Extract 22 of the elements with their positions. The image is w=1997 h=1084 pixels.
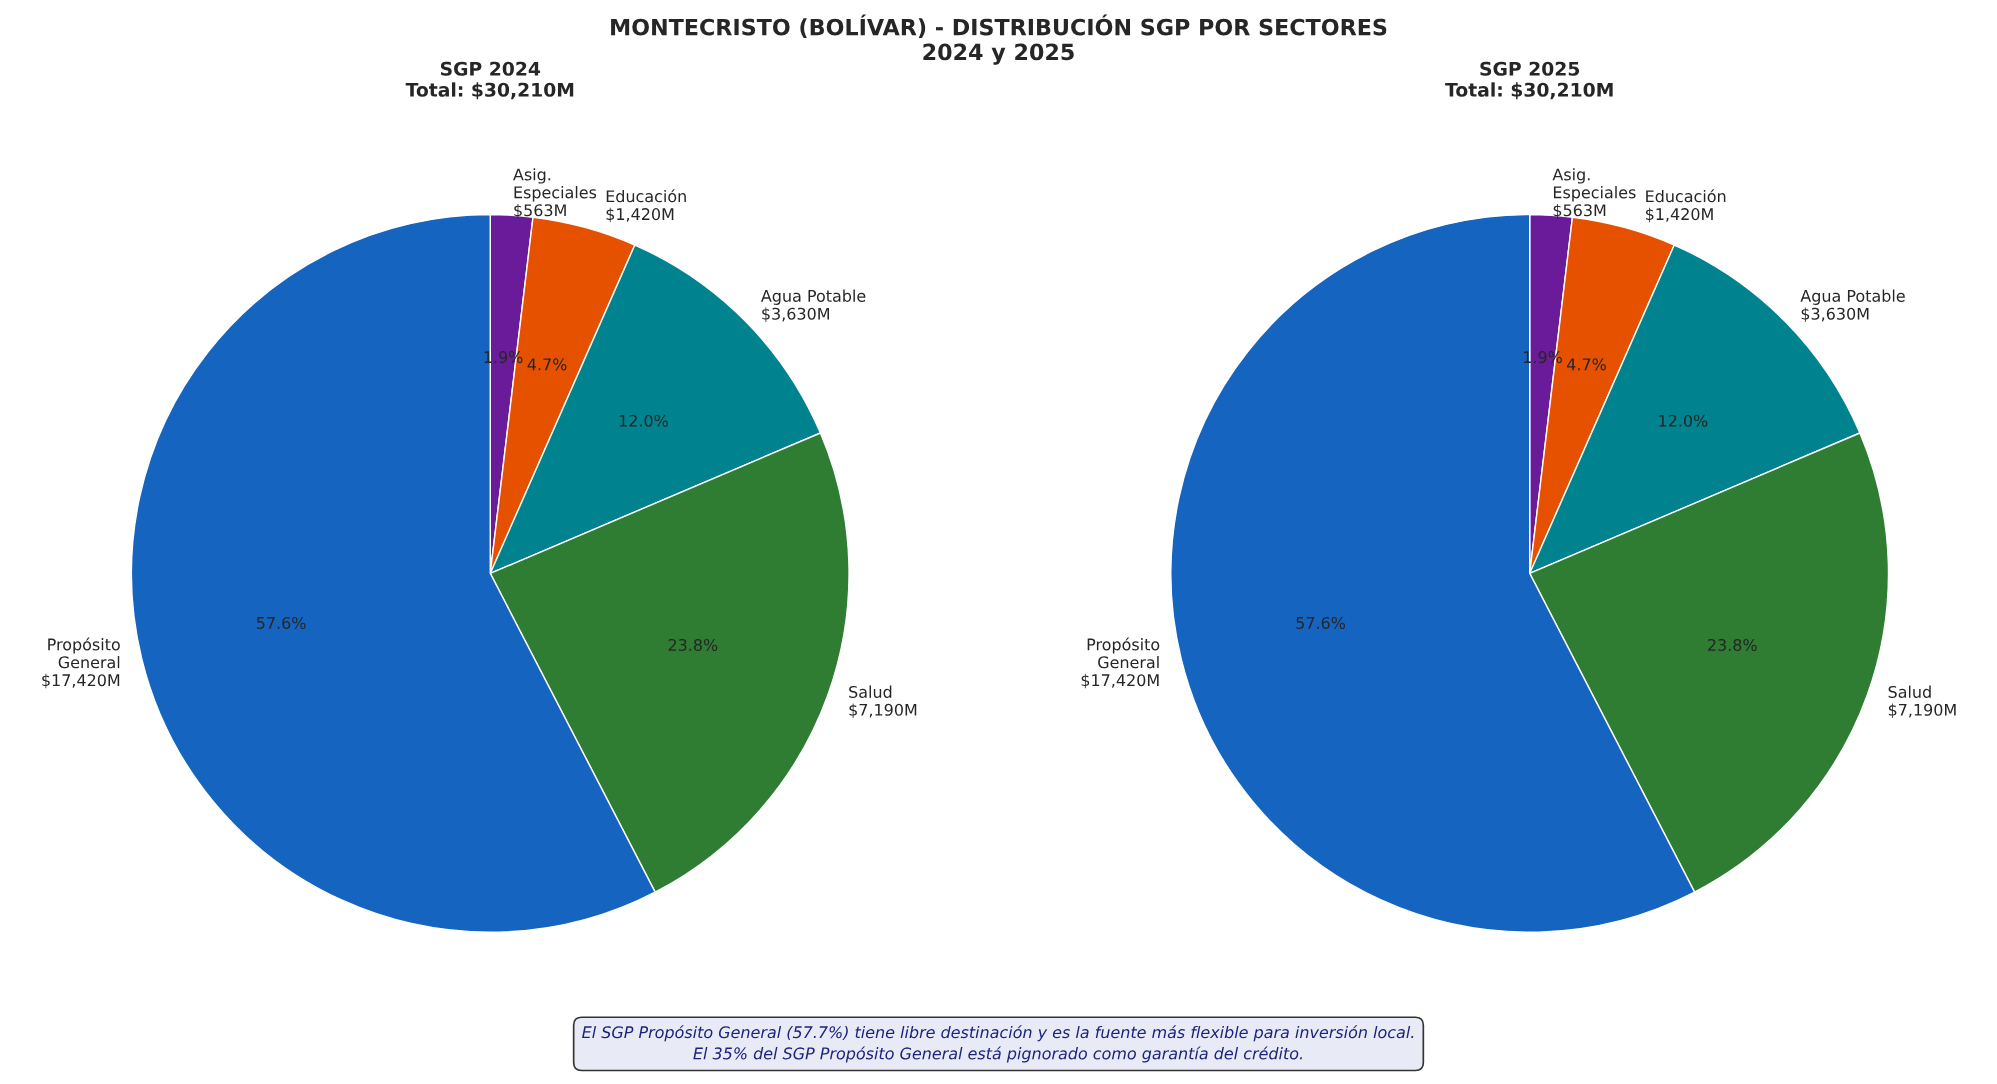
slice-label: Salud $7,190M (1888, 685, 1956, 718)
slice-label: Educación $1,420M (1645, 189, 1726, 223)
text: El SGP Propósito General (57.7%) tiene libre destinación y es la fuente más flexible para inversión local. El 35% del SGP Propósito General está pignorado como garantía del crédito. (582, 1025, 1414, 1063)
data-label: 12.0% (619, 414, 668, 427)
slice-label: Agua Potable $3,630M (761, 289, 866, 322)
data-label: 23.8% (1708, 638, 1757, 651)
slice-label: Propósito General $17,420M (42, 637, 120, 689)
text: MONTECRISTO (BOLÍVAR) - DISTRIBUCIÓN SGP POR SECTORES 2024 y 2025 (611, 14, 1387, 65)
data-label: 12.0% (1659, 414, 1708, 427)
data-label: 4.7% (527, 358, 567, 371)
slice-label: Asig. Especiales $563M (513, 168, 597, 219)
chart-title: SGP 2024 Total: $30,210M (405, 61, 574, 100)
data-label: 23.8% (668, 638, 718, 651)
chart-title: SGP 2025 Total: $30,210M (1445, 61, 1613, 100)
data-label: 57.6% (256, 616, 306, 629)
slice-label: Propósito General $17,420M (1081, 637, 1160, 689)
data-label: 57.6% (1296, 616, 1346, 629)
slice-label: Educación $1,420M (606, 189, 686, 223)
slice-label: Agua Potable $3,630M (1800, 289, 1905, 322)
slice-label: Asig. Especiales $563M (1552, 168, 1636, 219)
slice-label: Salud $7,190M (849, 685, 917, 718)
data-label: 4.7% (1567, 358, 1606, 371)
